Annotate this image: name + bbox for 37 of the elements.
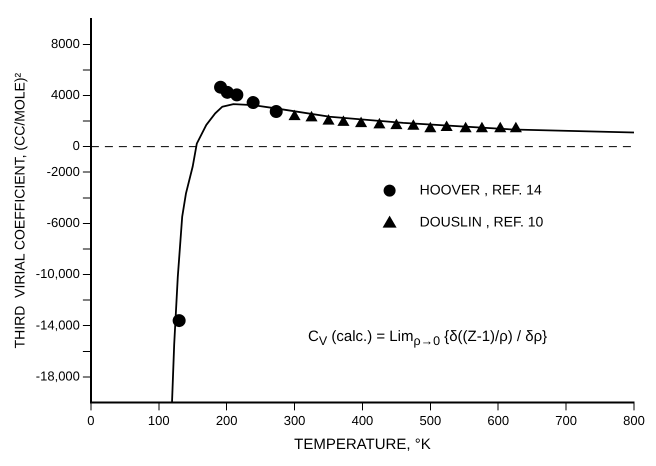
point <box>172 314 186 328</box>
x-tick-label: 200 <box>216 412 238 428</box>
x-tick-label: 800 <box>623 412 645 428</box>
y-tick-label: -6000 <box>46 214 80 230</box>
point <box>374 118 386 128</box>
point <box>510 122 522 132</box>
annotation: C$_{V}$ (calc.) = Lim$_{ρ→0}$ {δ((Z-1)/ρ) / δρ} <box>308 328 548 348</box>
y-tick-label: 4000 <box>50 87 80 102</box>
y-tick-label: -2000 <box>46 164 80 179</box>
x-tick-label: 400 <box>352 412 374 428</box>
point <box>338 116 350 126</box>
point <box>390 119 402 130</box>
x-tick-label: 300 <box>284 412 306 428</box>
x-tick-label: 100 <box>148 412 170 428</box>
point <box>288 110 300 120</box>
y-tick-label: -10,000 <box>36 266 80 282</box>
y-tick-label: 0 <box>72 138 80 154</box>
point <box>476 122 488 132</box>
legend-label: DOUSLIN , REF. 10 <box>420 213 544 230</box>
point <box>424 122 436 132</box>
x-tick-label: 600 <box>487 412 510 428</box>
point <box>306 111 318 122</box>
y-tick-label: -14,000 <box>36 317 80 332</box>
point <box>494 122 506 132</box>
x-tick-label: 700 <box>555 412 577 428</box>
point <box>460 122 472 132</box>
y-tick-label: -18,000 <box>36 368 80 384</box>
point <box>408 120 420 130</box>
point <box>322 114 334 125</box>
legend-label: HOOVER , REF. 14 <box>420 181 542 198</box>
x-axis-title: TEMPERATURE, °K <box>294 436 431 454</box>
y-axis-title: THIRD VIRIAL COEFFICIENT, (CC/MOLE)² <box>11 72 28 348</box>
x-tick-label: 500 <box>419 412 442 428</box>
y-tick-label: 8000 <box>50 36 80 51</box>
point <box>355 117 367 128</box>
x-tick-label: 0 <box>87 412 95 428</box>
point <box>440 120 452 131</box>
